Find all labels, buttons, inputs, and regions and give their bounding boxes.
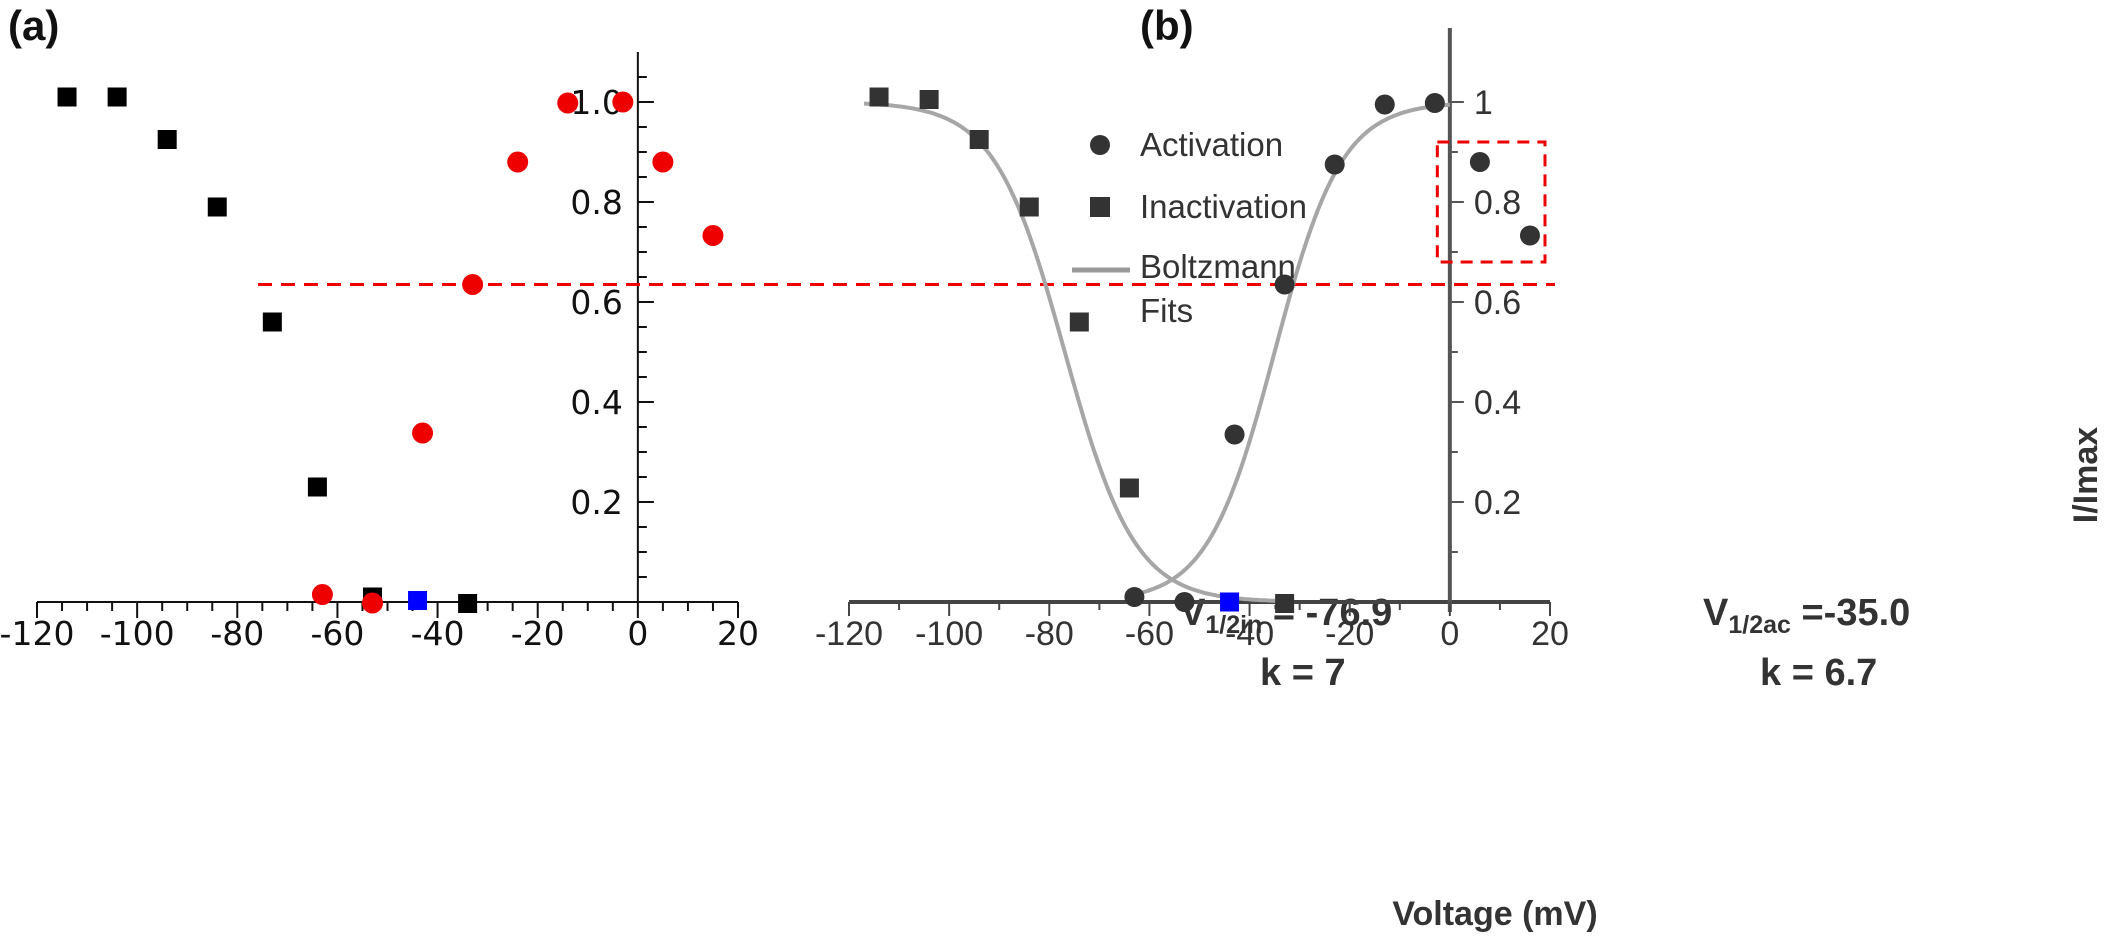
data-point-square [1019, 197, 1039, 217]
data-point-square [207, 197, 227, 217]
data-point-circle [412, 422, 434, 444]
data-point-circle [507, 151, 529, 173]
x-tick-label: -120 [0, 614, 74, 653]
legend-marker-inactivation [1090, 197, 1110, 217]
y-tick-label: 0.2 [1474, 484, 1521, 522]
x-tick-label: -120 [815, 615, 883, 653]
data-point-circle [702, 225, 724, 246]
data-point-circle [1174, 592, 1195, 612]
data-point-square [1220, 592, 1240, 612]
legend-label-activation: Activation [1140, 126, 1283, 163]
y-tick-label: 0.6 [570, 283, 622, 322]
x-tick-label: -60 [1125, 615, 1174, 653]
data-point-square [408, 591, 428, 610]
data-point-circle [462, 274, 484, 295]
fit-curve-inactivation [863, 101, 1285, 604]
x-tick-label: -40 [411, 614, 465, 653]
annotation-inactivation-k: k = 7 [1260, 652, 1346, 694]
panel-label-b: (b) [1140, 2, 1194, 49]
data-point-circle [612, 91, 634, 113]
data-point-circle [652, 151, 674, 173]
x-tick-label: -100 [100, 614, 175, 653]
data-point-square [458, 594, 478, 613]
y-tick-label: 0.4 [1474, 384, 1521, 422]
data-point-circle [1124, 587, 1145, 607]
x-tick-label: -20 [1325, 615, 1374, 653]
y-tick-label: 0.8 [570, 183, 622, 222]
x-tick-label: 20 [717, 614, 759, 653]
highlight-box [1435, 140, 1547, 264]
y-tick-label: 0.2 [570, 483, 622, 522]
y-tick-label: 0.8 [1474, 184, 1521, 222]
legend-marker-activation [1090, 135, 1110, 155]
x-tick-label: -80 [1025, 615, 1074, 653]
data-point-square [919, 90, 939, 109]
x-tick-label: 0 [1440, 615, 1459, 653]
data-point-square [307, 477, 327, 497]
x-tick-label: 0 [627, 614, 648, 653]
annotation-v-subscript: 1/2in [1205, 611, 1262, 639]
data-point-circle [1274, 274, 1295, 295]
data-point-square [1275, 594, 1295, 613]
y-tick-label: 0.6 [1474, 284, 1521, 322]
x-tick-label: -100 [915, 615, 983, 653]
fit-curve-activation [1133, 102, 1451, 597]
x-tick-label: 20 [1531, 615, 1569, 653]
x-tick-label: -80 [210, 614, 264, 653]
data-point-circle [311, 584, 333, 605]
panel-label-a: (a) [8, 2, 59, 49]
annotation-v-subscript: 1/2ac [1728, 611, 1791, 639]
data-point-circle [1224, 424, 1245, 445]
data-point-square [1119, 478, 1139, 498]
annotation-v-value: =-35.0 [1791, 592, 1910, 634]
annotation-activation-k: k = 6.7 [1760, 652, 1877, 694]
x-tick-label: -60 [310, 614, 364, 653]
panel-b-plot: V1/2in = -76.9 k = 7 V1/2ac =-35.0 k = 6… [815, 28, 2105, 933]
data-point-square [969, 130, 989, 149]
y-tick-label: 0.4 [570, 383, 622, 422]
data-point-square [107, 87, 127, 107]
data-point-square [1069, 312, 1089, 332]
y-tick-label: 1 [1474, 84, 1493, 122]
data-point-circle [1469, 152, 1490, 172]
data-point-circle [361, 592, 383, 614]
data-point-square [157, 130, 177, 149]
panel-a-plot: -120 -100 -80 -60 -40 -20 0 200.20.40.60.81.0 [0, 52, 1555, 653]
annotation-activation-vhalf: V1/2ac =-35.0 [1703, 592, 1910, 639]
data-point-square [262, 312, 282, 332]
legend-label-fit-line2: Fits [1140, 292, 1193, 329]
y-axis-title: I/Imax [2067, 427, 2105, 523]
legend: Activation Inactivation Boltzmann Fits [1072, 126, 1307, 329]
legend-label-inactivation: Inactivation [1140, 188, 1307, 225]
data-point-circle [557, 92, 579, 114]
data-point-circle [1424, 93, 1445, 113]
legend-label-fit: Boltzmann [1140, 248, 1296, 285]
x-tick-label: -20 [511, 614, 565, 653]
x-tick-label: -40 [1225, 615, 1274, 653]
data-point-circle [1374, 94, 1395, 115]
x-axis-title: Voltage (mV) [1392, 895, 1597, 933]
data-point-square [57, 87, 77, 107]
data-point-circle [1519, 225, 1540, 246]
data-point-circle [1324, 154, 1345, 175]
annotation-v-letter: V [1703, 592, 1729, 634]
data-point-square [869, 87, 889, 107]
